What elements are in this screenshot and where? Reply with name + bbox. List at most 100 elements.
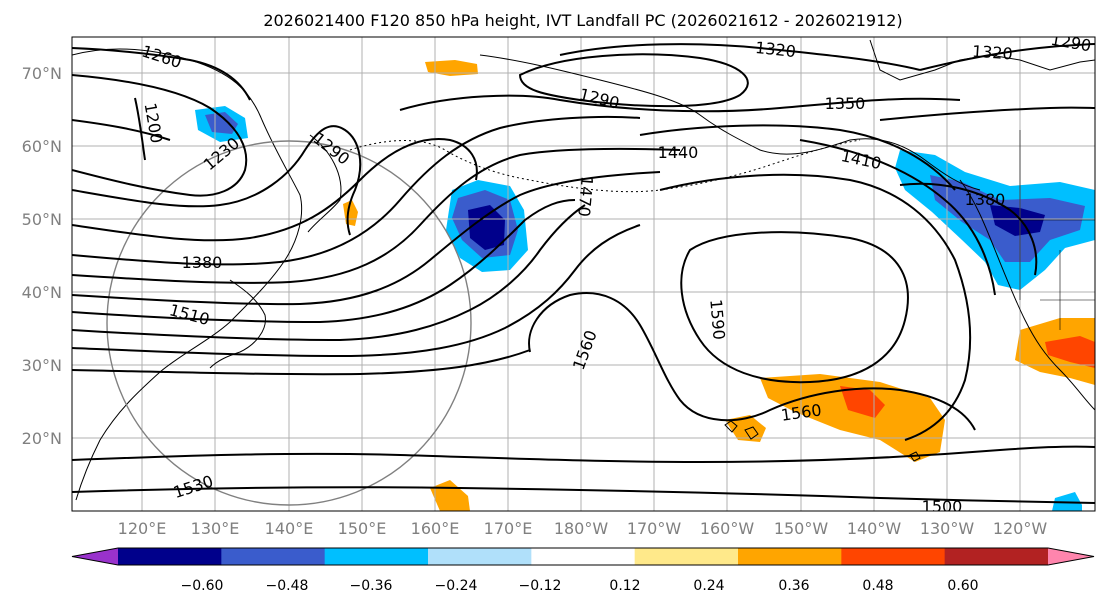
contour-1230	[72, 74, 248, 197]
colorbar-segment	[634, 548, 739, 565]
contour-1320	[72, 138, 478, 242]
contour-1350-east	[879, 106, 1095, 121]
colorbar-segment	[531, 548, 636, 565]
ivt-patch-arctic	[425, 60, 478, 76]
contour-label: 1440	[658, 143, 699, 162]
hawaii-islands	[724, 420, 921, 462]
contour-label: 1380	[965, 190, 1006, 209]
lon-label: 160°W	[700, 519, 755, 538]
distance-circle	[106, 140, 472, 506]
contour-1530-south	[72, 445, 1095, 464]
kamchatka-coast	[307, 134, 342, 233]
contour-1500	[72, 224, 641, 358]
latitude-lines	[72, 72, 1095, 439]
latitude-labels: 70°N 60°N 50°N 40°N 30°N 20°N	[22, 64, 62, 448]
colorbar-segment	[324, 548, 429, 565]
colorbar-tick-labels: −0.60 −0.48 −0.36 −0.24 −0.12 0.12 0.24 …	[181, 578, 979, 594]
contour-label: 1380	[182, 253, 223, 272]
contour-label: 1320	[754, 38, 796, 61]
asia-coast	[72, 48, 303, 501]
ivt-patch-gulf-alaska-core	[990, 205, 1045, 236]
colorbar-tick-label: −0.12	[519, 578, 562, 594]
lat-label: 60°N	[22, 137, 62, 156]
lon-label: 150°W	[774, 519, 829, 538]
map-panel: 1260 1200 1230 1290 1320 1290 1350 1320 …	[72, 37, 1095, 516]
contour-label: 1590	[706, 298, 728, 340]
colorbar-tick-label: 0.12	[609, 578, 640, 594]
contour-1320-east	[919, 43, 1095, 71]
contour-1380	[72, 147, 681, 284]
colorbar-tick-label: 0.48	[862, 578, 893, 594]
ivt-patch-california-core	[1045, 336, 1095, 368]
contour-label: 1320	[971, 42, 1013, 64]
lon-label: 170°E	[484, 519, 533, 538]
contour-1350	[72, 115, 641, 266]
colorbar-segment	[738, 548, 842, 565]
lon-label: 160°E	[411, 519, 460, 538]
lon-label: 120°E	[118, 519, 167, 538]
lat-label: 30°N	[22, 356, 62, 375]
contour-1410	[72, 171, 661, 306]
contour-1380-east	[899, 182, 1038, 276]
colorbar-segment	[841, 548, 946, 565]
colorbar-segment	[428, 548, 532, 565]
contour-1560	[528, 292, 976, 431]
colorbar-segment	[118, 548, 222, 565]
colorbar-tick-label: 0.24	[693, 578, 724, 594]
ivt-patch-hawaii	[760, 374, 945, 462]
lon-label: 180°W	[554, 519, 609, 538]
alaska-coast	[479, 54, 981, 191]
contour-1560-outer	[659, 173, 972, 441]
colorbar-tick-label: −0.36	[350, 578, 393, 594]
contour-1440	[72, 199, 576, 324]
height-contours	[72, 43, 1095, 504]
longitude-lines	[141, 37, 1021, 511]
lon-label: 150°E	[338, 519, 387, 538]
state-borders	[1019, 130, 1095, 330]
contour-1350-arctic	[399, 94, 961, 113]
colorbar-tick-label: −0.24	[435, 578, 478, 594]
japan-coast	[209, 279, 266, 369]
lon-label: 170°W	[627, 519, 682, 538]
colorbar-segment	[221, 548, 326, 565]
ivt-patch-kamchatka-west-core	[205, 112, 238, 134]
colorbar-segments	[71, 547, 1095, 566]
contour-label: 1500	[922, 497, 963, 516]
lat-label: 40°N	[22, 283, 62, 302]
contour-1590	[680, 231, 909, 384]
lon-label: 130°E	[191, 519, 240, 538]
coastlines	[72, 39, 1095, 501]
colorbar-outline	[71, 547, 1095, 566]
lon-label: 140°W	[847, 519, 902, 538]
colorbar: −0.60 −0.48 −0.36 −0.24 −0.12 0.12 0.24 …	[71, 547, 1095, 594]
contour-1470	[72, 204, 586, 342]
lon-label: 130°W	[920, 519, 975, 538]
colorbar-extend-min	[72, 548, 118, 565]
colorbar-tick-label: 0.36	[778, 578, 809, 594]
contour-1440-b	[639, 124, 956, 191]
contour-1230b	[72, 119, 171, 141]
colorbar-tick-label: −0.48	[266, 578, 309, 594]
contour-1500-south	[72, 486, 1095, 504]
aleutian-chain	[349, 139, 861, 193]
graticule	[72, 37, 1095, 511]
lat-label: 50°N	[22, 210, 62, 229]
colorbar-tick-label: −0.60	[181, 578, 224, 594]
contour-1260	[72, 47, 251, 101]
contour-1200	[134, 97, 146, 161]
contour-1410-east	[799, 139, 996, 296]
contour-label: 1350	[825, 94, 866, 113]
longitude-labels: 120°E 130°E 140°E 150°E 160°E 170°E 180°…	[118, 519, 1048, 538]
colorbar-segment	[944, 548, 1049, 565]
figure-title: 2026021400 F120 850 hPa height, IVT Land…	[263, 11, 902, 30]
lon-label: 140°E	[265, 519, 314, 538]
ivt-positive-shading	[343, 60, 1095, 511]
contour-1320-arctic	[559, 43, 921, 71]
contour-label: 1470	[574, 175, 596, 217]
contour-1290-arctic	[518, 53, 749, 108]
contour-1290	[72, 125, 362, 236]
contour-1530	[72, 349, 531, 376]
lat-label: 70°N	[22, 64, 62, 83]
colorbar-tick-label: 0.60	[947, 578, 978, 594]
